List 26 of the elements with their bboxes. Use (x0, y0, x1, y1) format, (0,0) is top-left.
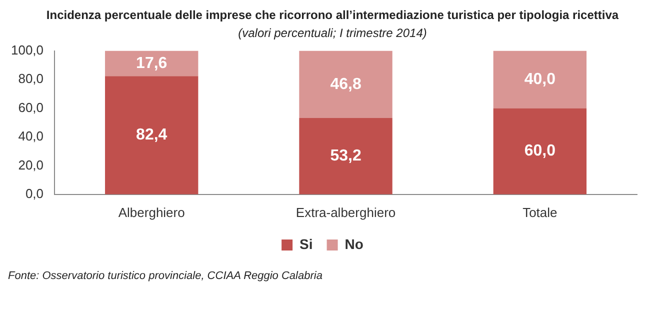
y-tick-label: 20,0 (18, 157, 44, 172)
data-label: 17,6 (136, 54, 168, 72)
y-tick-label: 40,0 (18, 128, 44, 144)
bar (299, 118, 392, 194)
chart-title: Incidenza percentuale delle imprese che ricorrono all’intermediazione turistica per tipologia ricettiva (45, 8, 620, 22)
bar (299, 50, 392, 118)
data-label: 60,0 (524, 142, 556, 160)
data-label: 53,2 (330, 148, 362, 165)
data-label: 82,4 (136, 126, 168, 144)
bar (105, 76, 198, 194)
x-tick-label: Totale (522, 204, 558, 220)
x-tick-label: Alberghiero (118, 204, 185, 220)
source-note: Fonte: Osservatorio turistico provinciale, CCIAA Reggio Calabria (8, 270, 324, 282)
y-tick-label: 80,0 (18, 71, 44, 86)
bar (493, 50, 587, 108)
legend-label: No (344, 236, 364, 252)
bar (105, 50, 198, 76)
data-label: 46,8 (330, 76, 362, 93)
x-tick-label: Extra-alberghiero (296, 204, 396, 220)
y-tick-label: 100,0 (10, 42, 44, 58)
y-tick-label: 60,0 (18, 100, 44, 115)
data-label: 40,0 (524, 70, 556, 88)
legend-label: Si (300, 236, 313, 252)
bar (493, 108, 587, 194)
chart-subtitle: (valori percentuali; I trimestre 2014) (237, 26, 428, 40)
y-tick-label: 0,0 (25, 186, 44, 201)
